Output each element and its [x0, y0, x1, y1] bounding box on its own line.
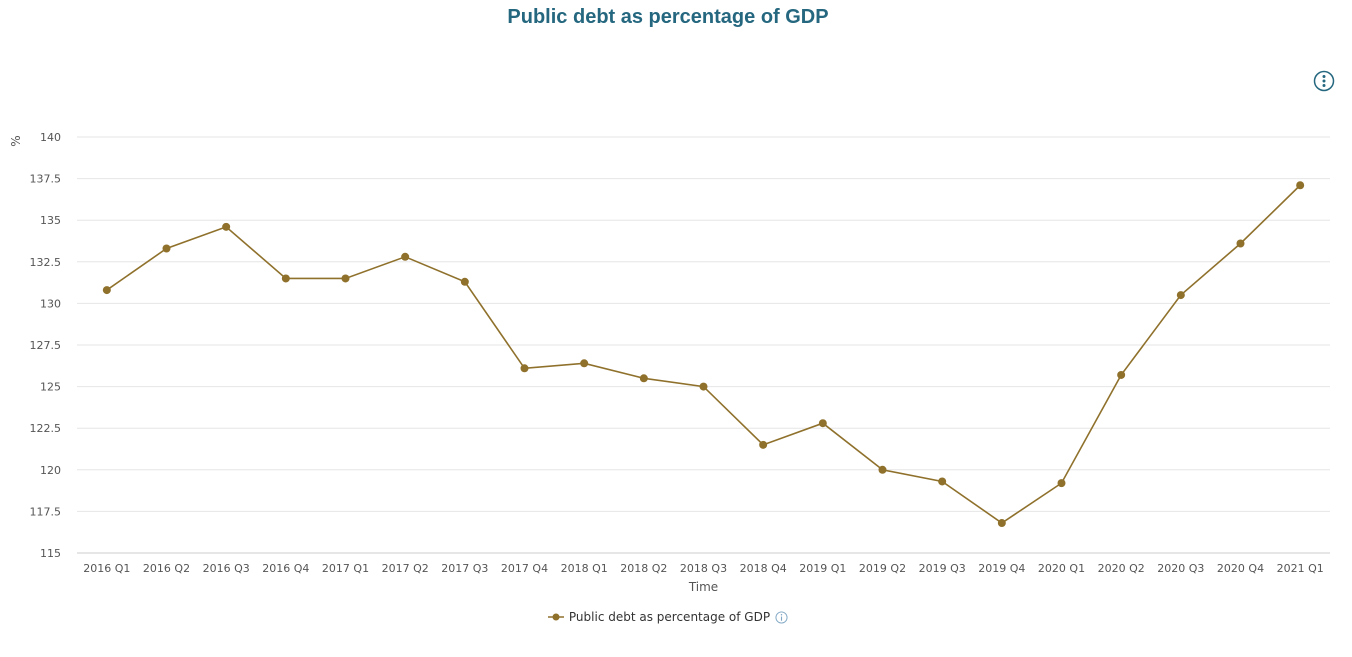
data-point[interactable] — [1236, 239, 1245, 248]
x-tick-label: 2021 Q1 — [1277, 562, 1324, 575]
x-tick-label: 2017 Q1 — [322, 562, 369, 575]
legend-line-marker-icon — [547, 613, 564, 621]
data-point[interactable] — [222, 222, 231, 231]
x-tick-label: 2019 Q4 — [978, 562, 1025, 575]
legend-item[interactable]: Public debt as percentage of GDP — [547, 610, 771, 624]
kebab-menu-icon — [1313, 70, 1335, 92]
y-tick-label: 122.5 — [30, 422, 62, 435]
x-tick-label: 2018 Q4 — [740, 562, 787, 575]
data-point[interactable] — [759, 440, 768, 449]
legend: Public debt as percentage of GDP — [0, 610, 1336, 624]
y-axis-title: % — [9, 135, 23, 146]
x-axis-ticks: 2016 Q1 2016 Q2 2016 Q3 2016 Q4 2017 Q1 2017 … — [83, 562, 1323, 575]
x-tick-label: 2017 Q4 — [501, 562, 548, 575]
info-icon[interactable] — [775, 610, 788, 624]
y-tick-label: 120 — [40, 464, 61, 477]
series-group — [102, 181, 1305, 528]
x-tick-label: 2020 Q1 — [1038, 562, 1085, 575]
x-tick-label: 2018 Q2 — [620, 562, 667, 575]
x-tick-label: 2016 Q4 — [262, 562, 309, 575]
y-axis-ticks: 115 117.5 120 122.5 125 127.5 130 132.5 135 137.5… — [30, 131, 62, 560]
y-tick-label: 135 — [40, 214, 61, 227]
data-point[interactable] — [580, 359, 589, 368]
x-tick-label: 2017 Q3 — [441, 562, 488, 575]
x-tick-label: 2017 Q2 — [382, 562, 429, 575]
y-tick-label: 115 — [40, 547, 61, 560]
x-tick-label: 2018 Q1 — [561, 562, 608, 575]
x-tick-label: 2019 Q3 — [919, 562, 966, 575]
y-tick-label: 132.5 — [30, 256, 62, 269]
chart-plot: 115 117.5 120 122.5 125 127.5 130 132.5 135 137.5… — [9, 131, 1330, 594]
x-tick-label: 2016 Q3 — [203, 562, 250, 575]
data-point[interactable] — [520, 364, 529, 373]
data-point[interactable] — [639, 374, 648, 383]
data-point[interactable] — [341, 274, 350, 283]
legend-label: Public debt as percentage of GDP — [568, 610, 771, 624]
x-tick-label: 2016 Q2 — [143, 562, 190, 575]
data-point[interactable] — [401, 252, 410, 261]
y-tick-label: 130 — [40, 297, 61, 310]
y-tick-label: 125 — [40, 381, 61, 394]
y-tick-label: 140 — [40, 131, 61, 144]
data-point[interactable] — [938, 477, 947, 486]
x-tick-label: 2019 Q2 — [859, 562, 906, 575]
chart-title: Public debt as percentage of GDP — [507, 6, 829, 28]
x-tick-label: 2018 Q3 — [680, 562, 727, 575]
data-point[interactable] — [997, 519, 1006, 528]
y-tick-label: 137.5 — [30, 173, 62, 186]
data-point[interactable] — [699, 382, 708, 391]
x-tick-label: 2020 Q4 — [1217, 562, 1264, 575]
data-point[interactable] — [1296, 181, 1305, 190]
data-point[interactable] — [1057, 479, 1066, 488]
data-point[interactable] — [281, 274, 290, 283]
x-tick-label: 2020 Q2 — [1098, 562, 1145, 575]
data-point[interactable] — [818, 419, 827, 428]
series-line — [106, 184, 1301, 525]
data-point[interactable] — [878, 465, 887, 474]
chart-menu-button[interactable] — [1313, 70, 1335, 92]
data-point[interactable] — [1176, 291, 1185, 300]
y-tick-label: 117.5 — [30, 505, 62, 518]
x-tick-label: 2020 Q3 — [1157, 562, 1204, 575]
data-point[interactable] — [1117, 370, 1126, 379]
data-point[interactable] — [460, 277, 469, 286]
x-tick-label: 2019 Q1 — [799, 562, 846, 575]
y-tick-label: 127.5 — [30, 339, 62, 352]
grid-lines — [77, 136, 1330, 512]
x-tick-label: 2016 Q1 — [83, 562, 130, 575]
x-axis-title: Time — [688, 580, 718, 594]
data-point[interactable] — [162, 244, 171, 253]
data-point[interactable] — [102, 286, 111, 295]
